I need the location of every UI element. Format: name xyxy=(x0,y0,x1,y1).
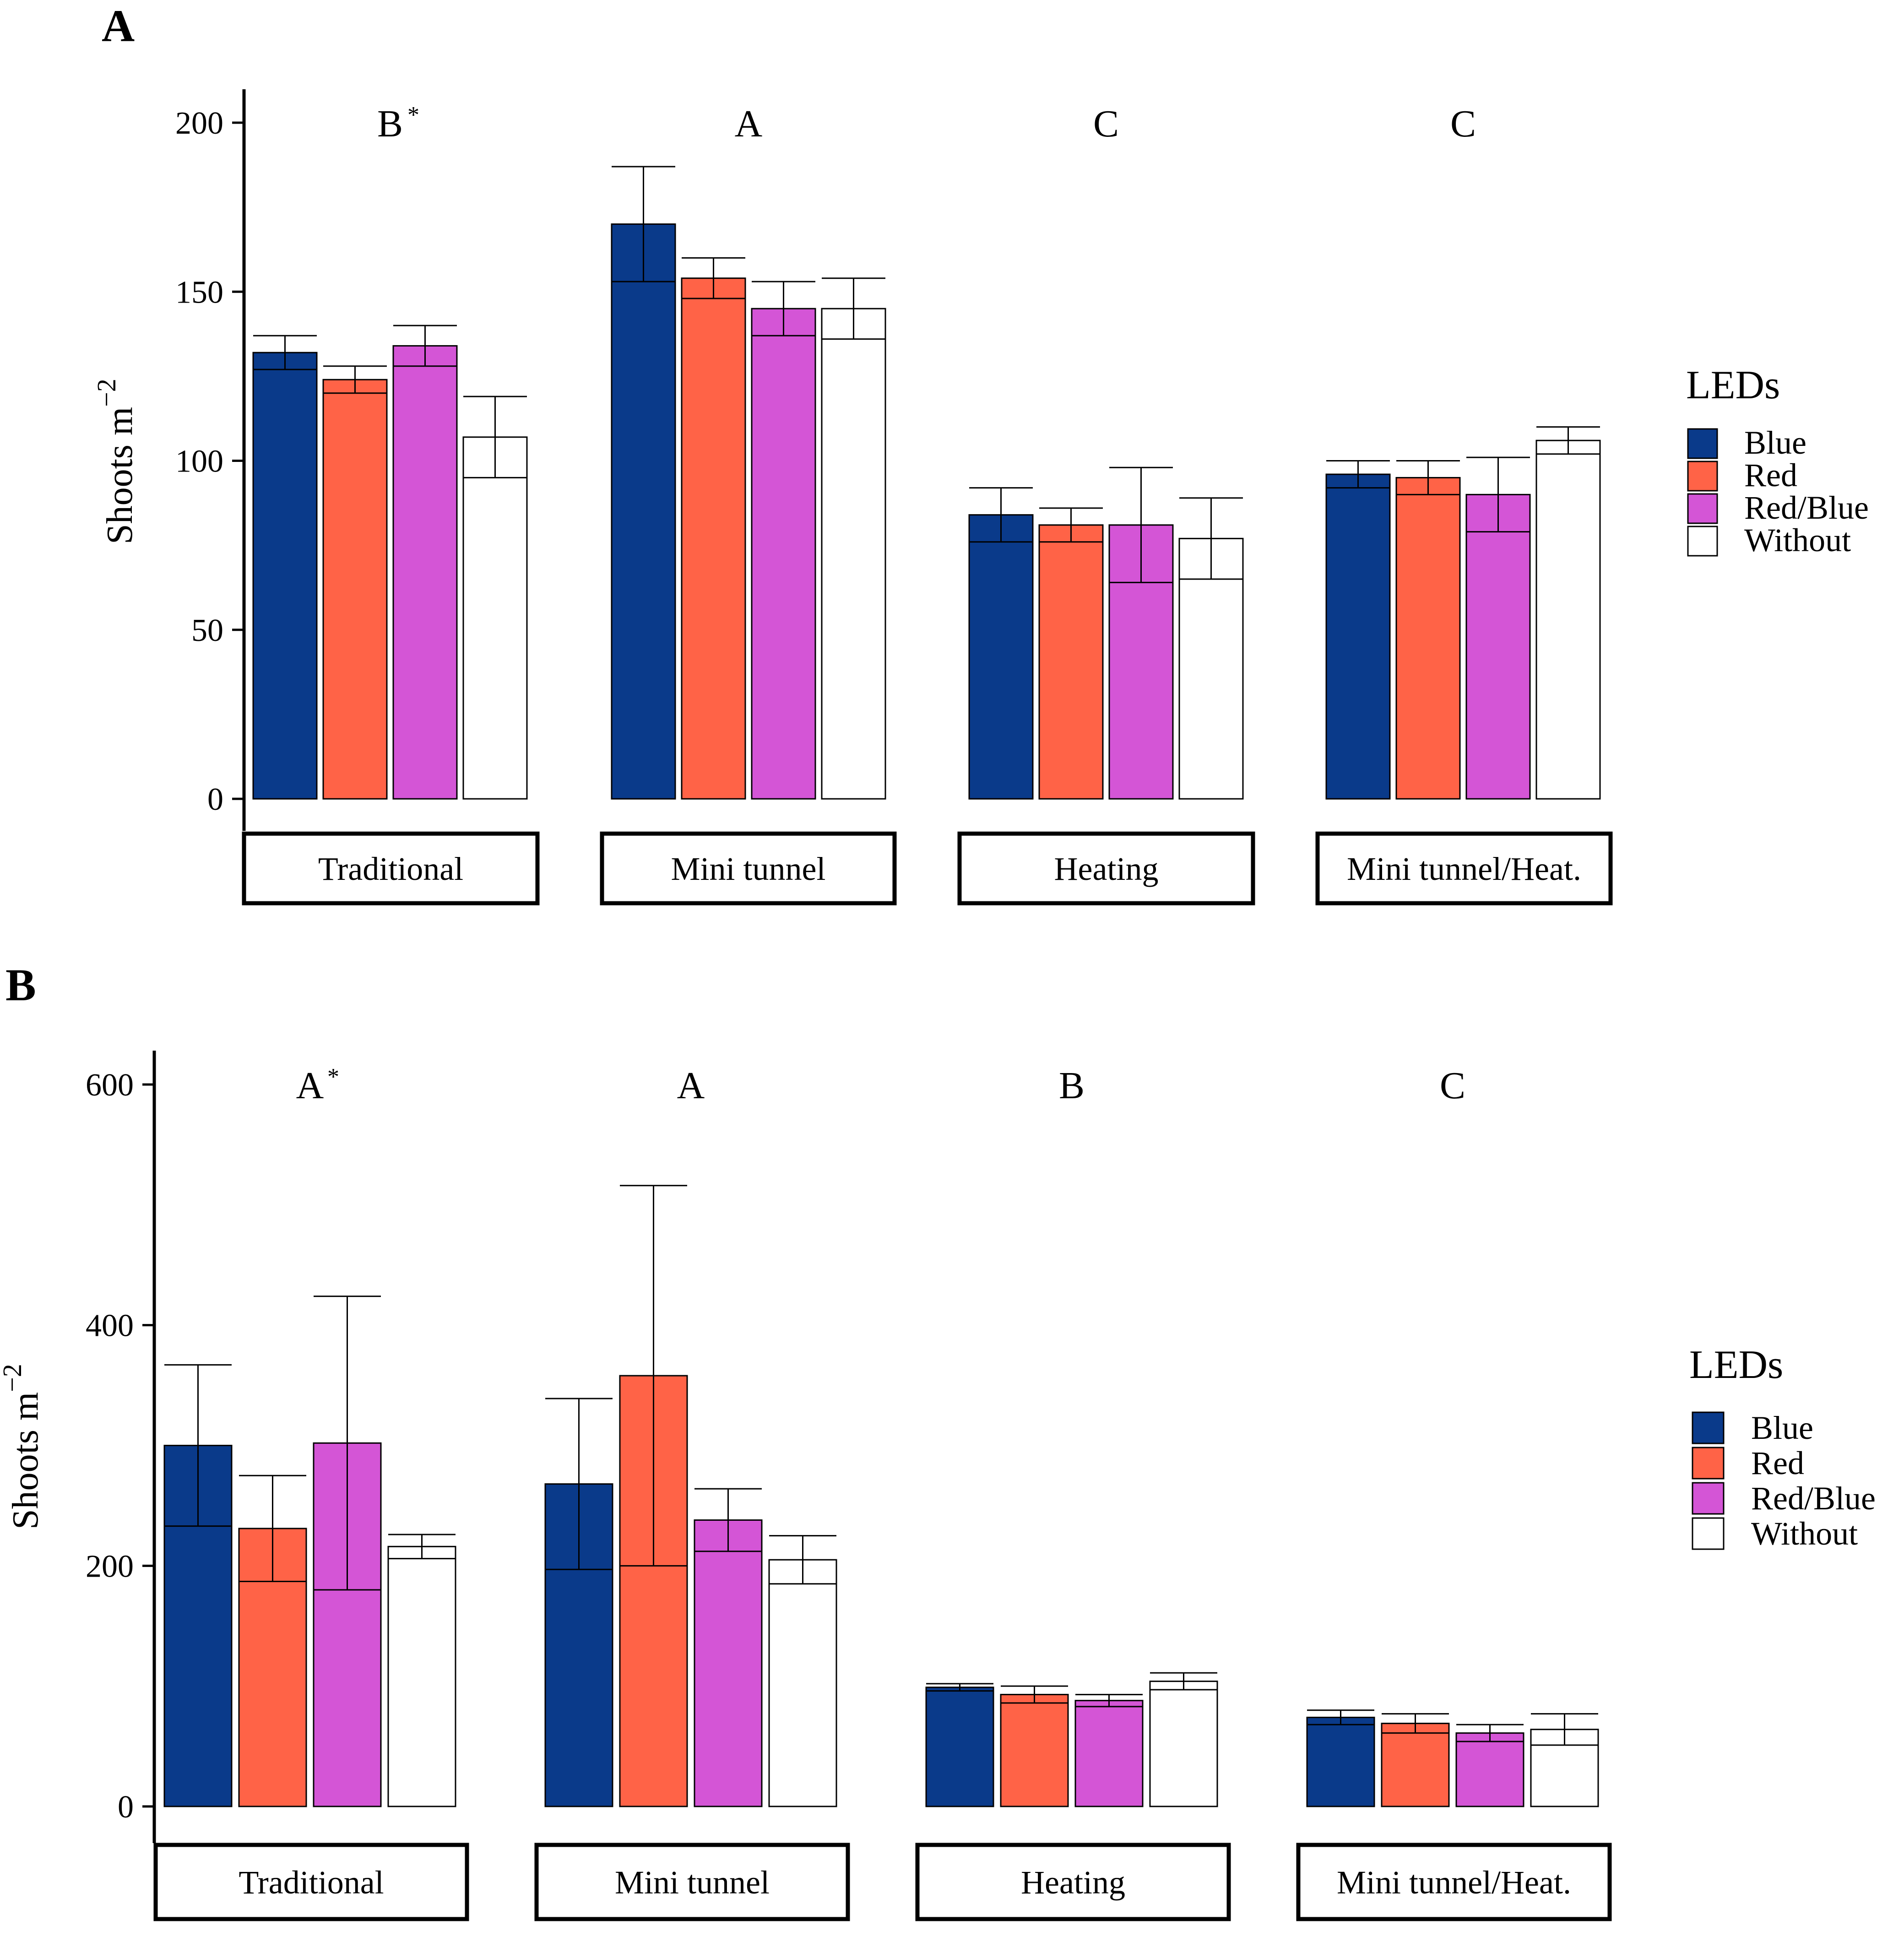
legend-label: Red xyxy=(1744,457,1797,493)
facet-strip xyxy=(242,831,540,906)
facet-strip xyxy=(957,831,1255,906)
facet-strip xyxy=(1315,831,1613,906)
legend-label: Without xyxy=(1744,522,1851,559)
legend-label: Blue xyxy=(1751,1410,1813,1446)
group-letter: A xyxy=(296,1064,324,1107)
legend-title: LEDs xyxy=(1689,1343,1783,1387)
legend-key-red xyxy=(1692,1447,1725,1480)
legend-label: Blue xyxy=(1744,424,1806,461)
bar-without xyxy=(462,436,528,800)
facet-label: Mini tunnel xyxy=(671,851,826,887)
panel-label: B xyxy=(5,960,36,1010)
facet-strip xyxy=(534,1843,850,1921)
bar-red xyxy=(681,277,746,800)
bar-blue xyxy=(611,223,676,800)
bar-without xyxy=(821,308,886,800)
legend-title: LEDs xyxy=(1686,363,1780,407)
bar-red-blue xyxy=(1465,493,1531,800)
bar-blue xyxy=(252,352,318,800)
facet-label: Mini tunnel/Heat. xyxy=(1337,1864,1571,1901)
legend-key-red-blue xyxy=(1687,493,1718,524)
bar-red-blue xyxy=(1455,1732,1524,1807)
y-axis-title: Shoots m−2 xyxy=(0,1364,46,1529)
legend-label: Red/Blue xyxy=(1744,489,1869,526)
legend-key-red xyxy=(1687,461,1718,492)
y-tick-label: 100 xyxy=(175,444,223,479)
y-axis-title-main: Shoots m xyxy=(100,407,140,544)
y-tick-label: 0 xyxy=(118,1790,134,1825)
legend-label: Red/Blue xyxy=(1751,1480,1876,1517)
bar-without xyxy=(1149,1681,1218,1807)
bar-red xyxy=(1038,524,1104,800)
significance-star: * xyxy=(327,1064,339,1090)
group-letter: B xyxy=(1059,1064,1085,1107)
bar-without xyxy=(1535,439,1601,800)
bar-red xyxy=(1381,1723,1450,1807)
panel-label: A xyxy=(102,0,135,51)
y-axis-title: Shoots m−2 xyxy=(92,379,140,544)
facet-strip xyxy=(915,1843,1231,1921)
legend-key-without xyxy=(1692,1517,1725,1550)
facet-strip xyxy=(153,1843,469,1921)
facet-label: Heating xyxy=(1054,851,1159,887)
y-tick-label: 400 xyxy=(86,1308,134,1344)
bar-blue xyxy=(1306,1717,1375,1807)
bar-blue xyxy=(925,1687,994,1807)
y-axis-title-superscript: −2 xyxy=(0,1364,27,1392)
legend-key-red-blue xyxy=(1692,1482,1725,1515)
legend-label: Red xyxy=(1751,1445,1804,1481)
legend-label: Without xyxy=(1751,1515,1858,1552)
bar-without xyxy=(387,1546,456,1807)
facet-strip xyxy=(1296,1843,1612,1921)
bar-red-blue xyxy=(392,345,458,800)
group-letter: C xyxy=(1450,103,1476,145)
y-tick-label: 0 xyxy=(207,782,223,817)
y-tick-label: 200 xyxy=(86,1549,134,1584)
facet-label: Mini tunnel/Heat. xyxy=(1347,851,1581,887)
bar-red xyxy=(1395,477,1461,800)
y-tick-label: 150 xyxy=(175,275,223,310)
y-tick-label: 200 xyxy=(175,106,223,141)
group-letter: C xyxy=(1440,1064,1465,1107)
legend-key-blue xyxy=(1687,428,1718,459)
legend-key-without xyxy=(1687,526,1718,557)
facet-label: Mini tunnel xyxy=(615,1864,770,1901)
facet-strip xyxy=(600,831,897,906)
bar-without xyxy=(1178,537,1244,800)
y-axis-title-main: Shoots m xyxy=(5,1392,46,1529)
y-tick-label: 50 xyxy=(191,613,223,648)
group-letter: A xyxy=(735,103,763,145)
panel-a: A 0 50 100 150 200 Shoots m−2 B * Traditional A Min… xyxy=(92,0,1869,906)
bar-red xyxy=(322,379,388,800)
y-tick-label: 600 xyxy=(86,1068,134,1103)
group-letter: B xyxy=(377,103,403,145)
bar-red-blue xyxy=(1074,1700,1144,1807)
facet-label: Traditional xyxy=(318,851,463,887)
bar-blue xyxy=(1325,473,1391,800)
bar-red xyxy=(1000,1694,1069,1807)
facet-label: Heating xyxy=(1021,1864,1125,1901)
bar-without xyxy=(768,1559,837,1807)
facet-label: Traditional xyxy=(239,1864,384,1901)
bar-red-blue xyxy=(751,308,816,800)
bar-blue xyxy=(968,514,1034,800)
group-letter: C xyxy=(1093,103,1119,145)
bar-red-blue xyxy=(694,1519,763,1807)
legend-key-blue xyxy=(1692,1411,1725,1444)
significance-star: * xyxy=(407,102,419,128)
group-letter: A xyxy=(677,1064,705,1107)
y-axis-title-superscript: −2 xyxy=(92,379,121,407)
